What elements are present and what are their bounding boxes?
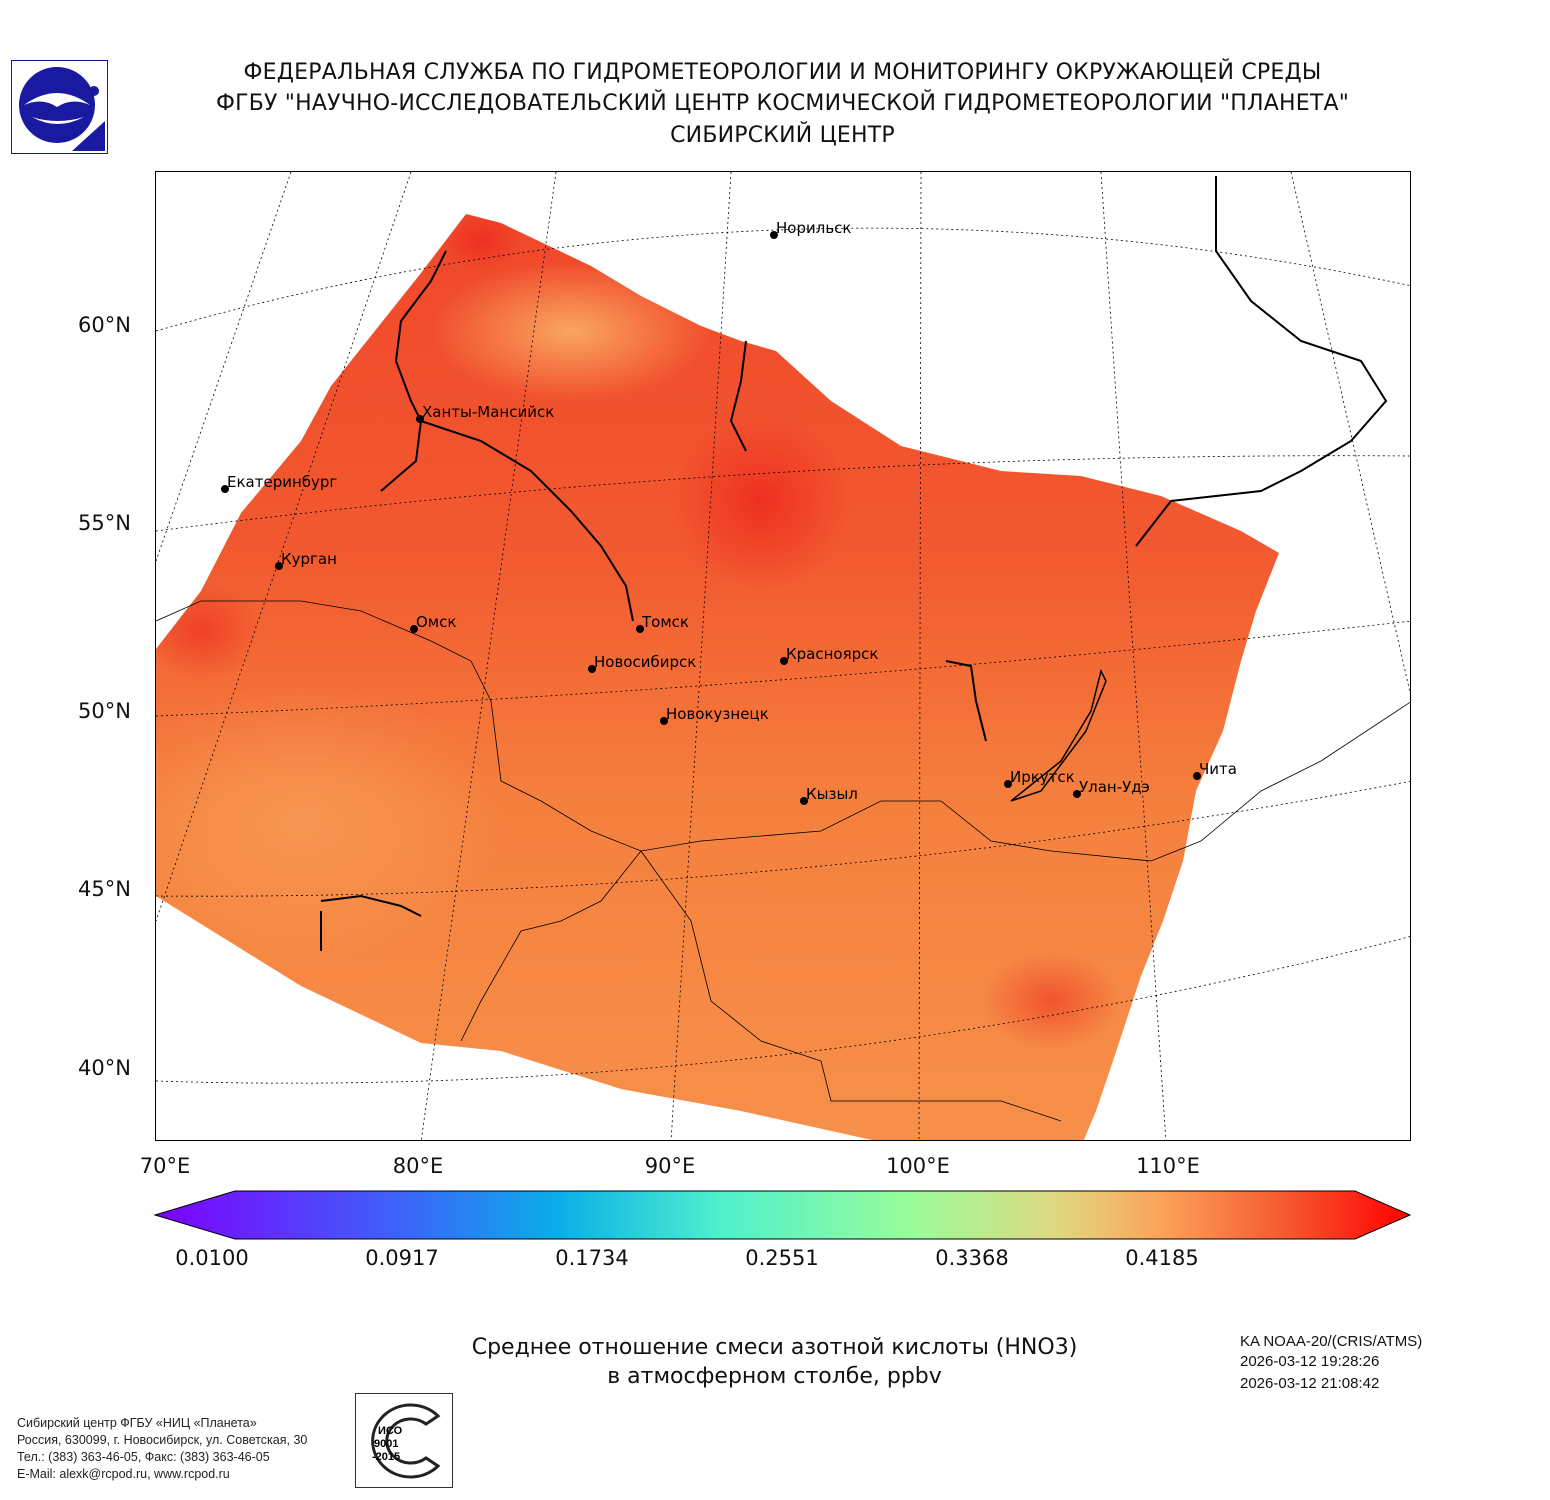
city-marker: Новосибирск [588, 653, 696, 673]
footer-email: E-Mail: alexk@rcpod.ru, www.rcpod.ru [17, 1467, 230, 1481]
caption-line-1: Среднее отношение смеси азотной кислоты … [471, 1335, 1078, 1360]
footer-address: Россия, 630099, г. Новосибирск, ул. Сове… [17, 1433, 308, 1447]
iso-certificate-logo: ИСО 9001 -2015 [355, 1393, 453, 1488]
city-marker: Екатеринбург [221, 473, 337, 493]
borders [156, 600, 1410, 1122]
svg-text:9001: 9001 [374, 1438, 398, 1450]
city-marker: Улан-Удэ [1073, 778, 1150, 798]
svg-text:ИСО: ИСО [378, 1425, 403, 1437]
end-time: 2026-03-12 21:08:42 [1240, 1375, 1380, 1392]
city-dot [275, 562, 283, 570]
city-dot [1073, 790, 1081, 798]
lon-label: 100°E [886, 1154, 950, 1178]
city-dot [410, 625, 418, 633]
city-marker: Норильск [770, 219, 851, 239]
colorbar-tick: 0.3368 [935, 1246, 1009, 1270]
city-label: Ханты-Мансийск [422, 403, 554, 421]
city-dot [636, 625, 644, 633]
city-label: Норильск [776, 219, 851, 237]
colorbar [153, 1190, 1412, 1240]
city-dot [780, 657, 788, 665]
city-marker: Иркутск [1004, 768, 1075, 788]
city-dot [221, 485, 229, 493]
footer-org: Сибирский центр ФГБУ «НИЦ «Планета» [17, 1416, 257, 1430]
lat-label: 50°N [78, 699, 131, 723]
caption-line-2: в атмосферном столбе, ppbv [607, 1364, 942, 1389]
city-dot [1004, 780, 1012, 788]
rivers-and-coastlines [320, 176, 1388, 951]
city-label: Томск [641, 613, 689, 631]
satellite-label: KA NOAA-20/(CRIS/ATMS) [1240, 1333, 1423, 1350]
city-label: Курган [281, 550, 337, 568]
city-label: Кызыл [806, 785, 858, 803]
footer-phone: Тел.: (383) 363-46-05, Факс: (383) 363-4… [17, 1450, 270, 1464]
lat-label: 40°N [78, 1056, 131, 1080]
city-label: Екатеринбург [227, 473, 337, 491]
colorbar-tick: 0.1734 [555, 1246, 629, 1270]
city-marker: Новокузнецк [660, 705, 769, 725]
city-label: Чита [1199, 760, 1237, 778]
header-line-1: ФЕДЕРАЛЬНАЯ СЛУЖБА ПО ГИДРОМЕТЕОРОЛОГИИ … [243, 60, 1322, 85]
city-label: Новокузнецк [666, 705, 769, 723]
city-label: Иркутск [1010, 768, 1075, 786]
city-dot [588, 665, 596, 673]
planeta-logo [11, 60, 108, 154]
city-dot [800, 797, 808, 805]
city-marker: Чита [1193, 760, 1237, 780]
city-dot [416, 415, 424, 423]
header-line-3: СИБИРСКИЙ ЦЕНТР [670, 123, 895, 148]
map-plot-area: Норильск Ханты-Мансийск Екатеринбург Курган… [155, 171, 1411, 1141]
colorbar-tick: 0.4185 [1125, 1246, 1199, 1270]
lon-label: 110°E [1136, 1154, 1200, 1178]
city-marker: Ханты-Мансийск [416, 403, 554, 423]
colorbar-tick: 0.0100 [175, 1246, 249, 1270]
city-marker: Курган [275, 550, 337, 570]
city-marker: Омск [410, 613, 456, 633]
colorbar-tick: 0.0917 [365, 1246, 439, 1270]
city-label: Красноярск [786, 645, 878, 663]
city-dot [660, 717, 668, 725]
graticule [156, 172, 1410, 1140]
city-marker: Томск [636, 613, 689, 633]
city-marker: Кызыл [800, 785, 858, 805]
city-marker: Красноярск [780, 645, 878, 665]
lat-label: 55°N [78, 511, 131, 535]
city-label: Омск [416, 613, 456, 631]
city-dot [1193, 772, 1201, 780]
lat-label: 45°N [78, 877, 131, 901]
lon-label: 70°E [139, 1154, 191, 1178]
hno3-field [156, 214, 1279, 1140]
header-line-2: ФГБУ "НАУЧНО-ИССЛЕДОВАТЕЛЬСКИЙ ЦЕНТР КОС… [215, 91, 1350, 116]
city-dot [770, 231, 778, 239]
lat-label: 60°N [78, 313, 131, 337]
colorbar-tick: 0.2551 [745, 1246, 819, 1270]
city-label: Улан-Удэ [1079, 778, 1150, 796]
lon-label: 80°E [392, 1154, 444, 1178]
svg-text:-2015: -2015 [372, 1451, 400, 1463]
lon-label: 90°E [644, 1154, 696, 1178]
city-label: Новосибирск [594, 653, 696, 671]
start-time: 2026-03-12 19:28:26 [1240, 1353, 1380, 1370]
